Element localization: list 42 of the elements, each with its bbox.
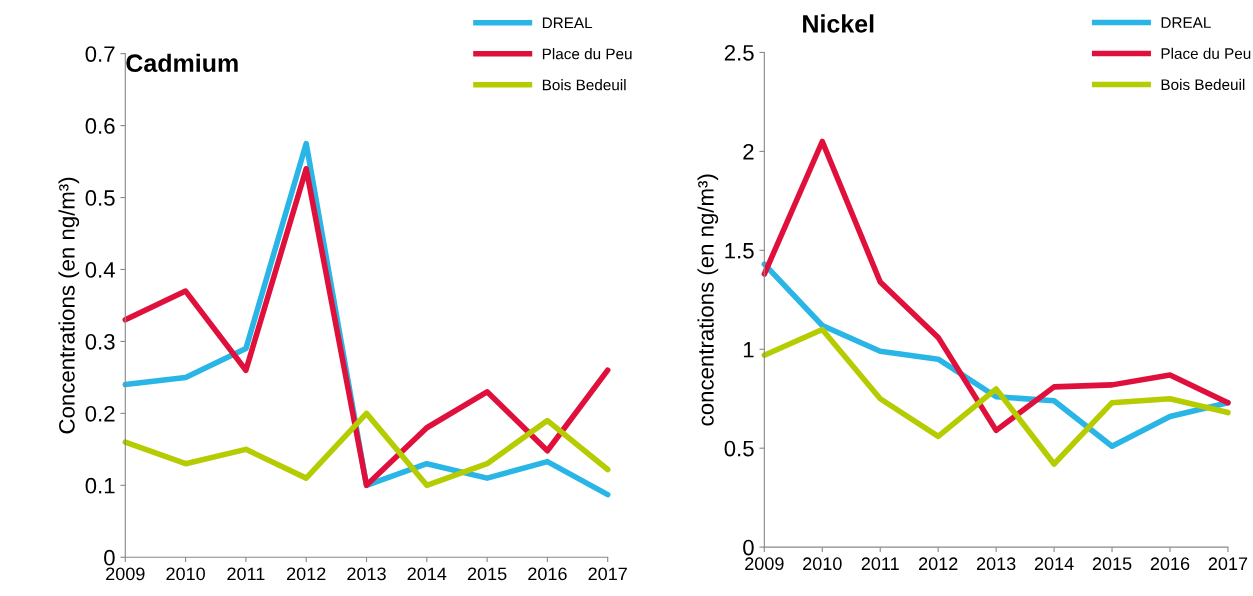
y-tick-label: 0.5 [724, 440, 754, 457]
x-tick-label: 2011 [227, 567, 265, 581]
legend-label: DREAL [1161, 17, 1211, 28]
y-tick-label: 0 [104, 549, 115, 566]
y-tick-label: 0.4 [85, 262, 115, 278]
legend-label: DREAL [542, 17, 593, 29]
chart-title: Cadmium [126, 53, 238, 72]
y-tick-label: 1.5 [725, 243, 754, 259]
y-tick-label: 2.5 [724, 44, 754, 61]
x-tick-label: 2011 [861, 557, 899, 571]
x-tick-label: 2017 [588, 567, 627, 581]
legend-label: Bois Bedeuil [542, 79, 626, 91]
x-tick-label: 2014 [1034, 557, 1074, 571]
x-tick-label: 2015 [1092, 557, 1132, 571]
y-tick-label: 0.5 [85, 190, 115, 206]
x-tick-label: 2010 [803, 557, 842, 571]
x-tick-label: 2012 [287, 567, 326, 581]
y-tick-label: 0.2 [85, 405, 115, 422]
y-axis-title: Concentrations (en ng/m³) [58, 177, 80, 434]
x-tick-label: 2016 [1150, 557, 1190, 571]
legend-label: Place du Peu [1161, 47, 1251, 59]
legend-label: Bois Bedeuil [1161, 78, 1245, 91]
y-tick-label: 1 [743, 342, 754, 358]
y-tick-label: 0.7 [85, 46, 115, 62]
x-tick-label: 2013 [976, 557, 1016, 571]
x-tick-label: 2009 [106, 567, 145, 581]
x-tick-label: 2012 [919, 557, 958, 571]
x-tick-label: 2015 [467, 567, 507, 581]
y-tick-label: 0.3 [85, 333, 115, 350]
y-tick-label: 0.1 [85, 477, 115, 494]
x-tick-label: 2009 [745, 557, 784, 571]
x-tick-label: 2016 [528, 567, 567, 581]
x-tick-label: 2017 [1208, 557, 1248, 571]
x-tick-label: 2013 [347, 567, 386, 581]
y-tick-label: 0.6 [85, 118, 115, 134]
y-tick-label: 2 [743, 143, 754, 160]
y-tick-label: 0 [743, 539, 754, 556]
legend-label: Place du Peu [542, 48, 632, 60]
y-axis-title: concentrations (en ng/m³) [697, 174, 719, 426]
x-tick-label: 2010 [166, 567, 205, 581]
x-tick-label: 2014 [407, 567, 447, 581]
chart-title: Nickel [803, 14, 874, 33]
